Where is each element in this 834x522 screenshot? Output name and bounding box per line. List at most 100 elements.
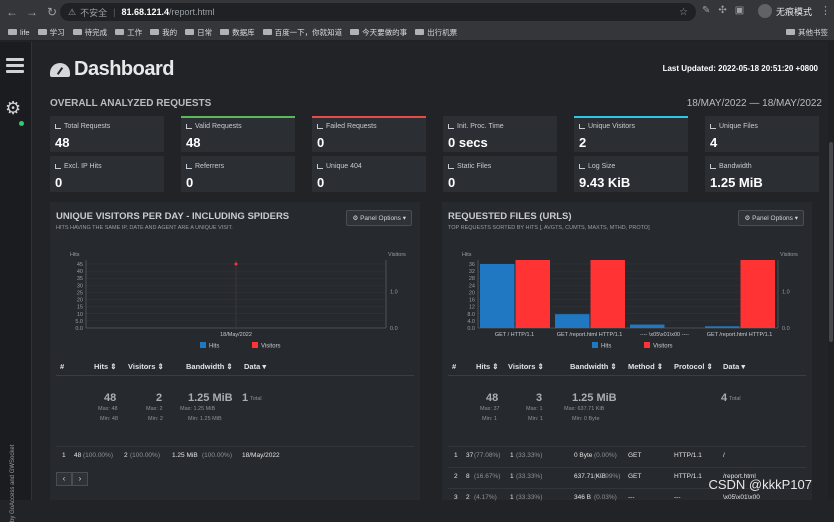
stat-value: 0 [317,175,325,190]
gear-icon[interactable]: ⚙ [5,98,22,118]
column-header[interactable]: # [452,362,457,371]
column-header[interactable]: Data ▾ [723,362,746,371]
bookmark-label: 日常 [197,27,213,37]
watermark: CSDN @kkkP107 [708,477,812,492]
stat-card: Unique Visitors 2 [574,116,688,152]
incognito-indicator[interactable]: 无痕模式 [758,4,812,18]
bar-hits [480,264,515,328]
column-header[interactable]: Hits ⇕ [476,362,499,371]
cell-proto: HTTP/1.1 [674,452,702,459]
summary-row: 48 Max: 37 Min: 1 3 Max: 1 Min: 1 1.25 MiB Max:… [448,392,806,440]
cell-bw-pct: (49.99%) [594,473,621,480]
cell-hits: 48 [74,452,82,459]
next-page-button[interactable]: › [72,472,88,486]
column-header[interactable]: # [60,362,65,371]
column-header[interactable]: Method ⇕ [628,362,664,371]
bookmark-item[interactable]: 待完成 [72,27,107,38]
stat-value: 9.43 KiB [579,175,631,190]
column-header[interactable]: Bandwidth ⇕ [186,362,233,371]
summary-bw: 1.25 MiB [188,392,233,404]
files-chart: Hits Visitors363228242016128.04.00.01.00.… [462,252,798,350]
bookmark-item[interactable]: 出行机票 [415,27,457,38]
left-tick-label: 8.0 [467,312,475,318]
cell-hits: 2 [466,494,470,501]
column-header[interactable]: Protocol ⇕ [674,362,713,371]
bookmark-item[interactable]: 学习 [37,27,65,38]
bar-visitors [740,260,775,328]
cell-vis-pct: (100.00%) [130,452,160,459]
table-row[interactable]: 1 48 (100.00%) 2 (100.00%) 1.25 MiB (100.00%) 1… [56,446,414,464]
summary-bw: 1.25 MiB [572,392,617,404]
date-range: 18/MAY/2022 — 18/MAY/2022 [686,98,822,109]
cell-n: 2 [454,473,458,480]
left-tick-label: 20 [77,298,83,304]
left-tick-label: 32 [469,269,475,275]
stat-card: Init. Proc. Time 0 secs [443,116,557,152]
left-tick-label: 10 [77,312,83,318]
scrollbar[interactable] [828,42,834,500]
x-tick-label: 18/May/2022 [220,332,252,338]
x-tick-label: GET / HTTP/1.1 [495,332,534,338]
menu-icon[interactable]: ⋮ [820,5,831,17]
prev-page-button[interactable]: ‹ [56,472,72,486]
left-tick-label: 35 [77,276,83,282]
summary-vis-min: Min: 2 [148,416,163,422]
bookmark-item[interactable]: 今天要做的事 [350,27,407,38]
bookmark-label: 数据库 [232,27,255,37]
bar-chart-icon [710,124,716,129]
table-row[interactable]: 2 8 (16.67%) 1 (33.33%) 637.71 KiB (49.99%) GET… [448,467,806,485]
bar-chart-icon [55,124,61,129]
other-bookmarks[interactable]: 其他书签 [786,27,828,38]
sidepanel-icon[interactable]: ▣ [734,5,745,16]
stat-label-text: Unique Visitors [588,123,635,130]
extension-icon[interactable]: ✎ [702,5,711,16]
bar-hits [555,314,590,328]
stat-label-text: Excl. IP Hits [64,163,102,170]
reload-icon[interactable]: ↻ [46,5,58,19]
address-bar[interactable]: ⚠ 不安全 | 81.68.121.4 /report.html ☆ [60,3,696,21]
hamburger-icon[interactable] [6,58,24,76]
legend-label: Hits [601,344,611,350]
stat-value: 0 [317,135,325,150]
left-tick-label: 12 [469,305,475,311]
bar-chart-icon [710,164,716,169]
bar-chart-icon [317,124,323,129]
column-header[interactable]: Visitors ⇕ [128,362,164,371]
legend-swatch [252,342,258,348]
legend-swatch [200,342,206,348]
bookmark-item[interactable]: 百度一下，你就知道 [262,27,342,38]
sidebar: ⚙ by GoAccess and GWSocket [0,42,32,522]
stat-card: Excl. IP Hits 0 [50,156,164,192]
panel-subtitle: TOP REQUESTS SORTED BY HITS [, AVGTS, CU… [448,225,650,231]
bookmark-item[interactable]: 数据库 [220,27,255,38]
star-icon[interactable]: ☆ [679,6,688,18]
stat-value: 0 [448,175,456,190]
bookmark-item[interactable]: 我的 [150,27,177,38]
scrollbar-thumb[interactable] [829,142,833,342]
forward-icon[interactable]: → [26,5,38,19]
table-row[interactable]: 3 2 (4.17%) 1 (33.33%) 346 B (0.03%) --- --- \x05… [448,488,806,506]
column-header[interactable]: Data ▾ [244,362,267,371]
column-header[interactable]: Hits ⇕ [94,362,117,371]
bar-chart-icon [186,164,192,169]
bar-visitors [515,260,550,328]
stat-card: Static Files 0 [443,156,557,192]
bookmark-item[interactable]: 日常 [185,27,212,38]
stat-card: Total Requests 48 [50,116,164,152]
chart-legend: Hits Visitors [592,342,673,350]
bookmark-item[interactable]: 工作 [115,27,142,38]
x-tick-label: ---- \x05\x01\x00 ---- [640,332,689,338]
cell-hits: 8 [466,473,470,480]
url-path: /report.html [168,7,215,17]
column-header[interactable]: Visitors ⇕ [508,362,544,371]
panel-options-button[interactable]: ⚙ Panel Options ▾ [346,210,412,226]
back-icon[interactable]: ← [6,5,18,19]
column-header[interactable]: Bandwidth ⇕ [570,362,617,371]
bookmark-item[interactable]: life [8,28,30,37]
stat-label-text: Log Size [588,163,616,170]
cell-vis-pct: (33.33%) [516,494,543,501]
panel-options-button[interactable]: ⚙ Panel Options ▾ [738,210,804,226]
stat-value: 0 [55,175,63,190]
puzzle-icon[interactable]: ✣ [718,5,727,16]
table-row[interactable]: 1 37 (77.08%) 1 (33.33%) 0 Byte (0.00%) GET HTTP… [448,446,806,464]
